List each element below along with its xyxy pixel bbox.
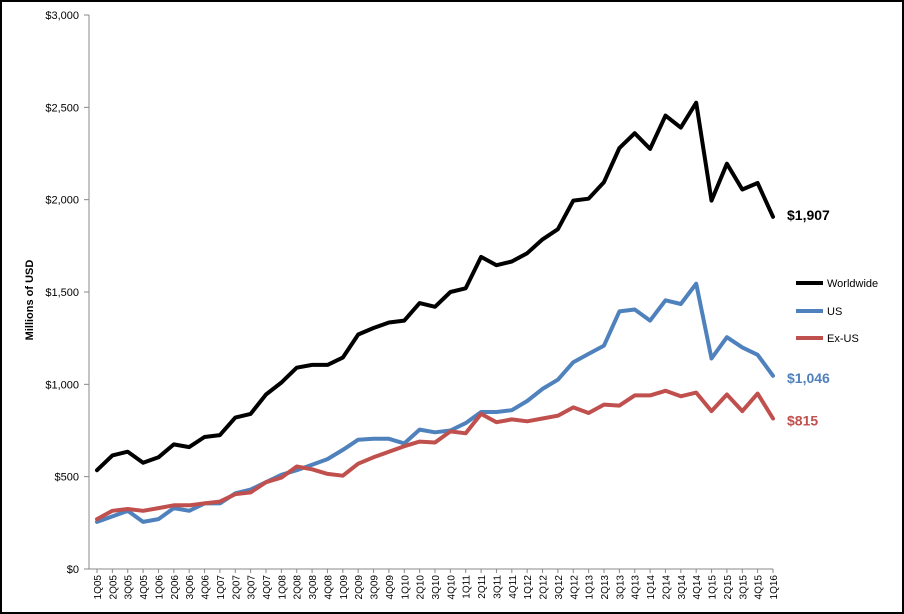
y-tick-label: $1,000 <box>45 379 79 391</box>
x-tick-label: 1Q09 <box>339 575 350 600</box>
series-line-us <box>95 281 775 524</box>
series-line-worldwide <box>95 100 775 473</box>
x-tick-label: 1Q15 <box>708 575 719 600</box>
x-tick-label: 3Q13 <box>615 575 626 600</box>
x-tick-label: 2Q12 <box>539 575 550 600</box>
x-tick-label: 3Q14 <box>677 575 688 600</box>
end-label-ex-us: $815 <box>787 412 818 428</box>
legend: Worldwide US Ex-US <box>796 278 878 345</box>
x-tick-label: 1Q05 <box>93 575 104 600</box>
x-tick-label: 1Q12 <box>523 575 534 600</box>
x-tick-label: 3Q09 <box>370 575 381 600</box>
x-tick-label: 4Q06 <box>201 575 212 600</box>
y-tick-label: $3,000 <box>45 10 79 22</box>
legend-label-us: US <box>827 306 842 318</box>
y-tick-label: $0 <box>67 564 79 576</box>
x-tick-label: 2Q07 <box>231 575 242 600</box>
x-tick-label: 1Q07 <box>216 575 227 600</box>
x-tick-label: 2Q14 <box>661 575 672 600</box>
x-tick-label: 2Q09 <box>354 575 365 600</box>
x-tick-label: 4Q13 <box>631 575 642 600</box>
x-tick-label: 3Q12 <box>554 575 565 600</box>
end-label-worldwide: $1,907 <box>787 207 830 223</box>
end-label-us: $1,046 <box>787 370 830 386</box>
x-tick-label: 3Q08 <box>308 575 319 600</box>
x-tick-label: 4Q12 <box>569 575 580 600</box>
legend-label-worldwide: Worldwide <box>827 278 878 290</box>
x-tick-label: 2Q13 <box>600 575 611 600</box>
x-tick-label: 4Q10 <box>446 575 457 600</box>
y-tick-label: $2,000 <box>45 195 79 207</box>
x-tick-label: 2Q06 <box>170 575 181 600</box>
series-lines <box>95 100 775 524</box>
x-tick-label: 2Q15 <box>723 575 734 600</box>
x-tick-label: 3Q10 <box>431 575 442 600</box>
x-tick-label: 3Q07 <box>247 575 258 600</box>
x-tick-label: 2Q08 <box>293 575 304 600</box>
x-tick-label: 3Q11 <box>492 575 503 599</box>
x-tick-label: 4Q11 <box>508 575 519 599</box>
x-tick-label: 3Q06 <box>185 575 196 600</box>
x-tick-label: 4Q09 <box>385 575 396 600</box>
y-tick-label: $1,500 <box>45 287 79 299</box>
x-tick-label: 1Q10 <box>400 575 411 600</box>
y-tick-label: $500 <box>55 472 79 484</box>
y-tick-label: $2,500 <box>45 102 79 114</box>
x-tick-label: 1Q14 <box>646 575 657 600</box>
x-tick-label: 2Q05 <box>108 575 119 600</box>
x-tick-label: 1Q16 <box>769 575 780 600</box>
x-tick-label: 3Q15 <box>738 575 749 600</box>
x-tick-label: 4Q14 <box>692 575 703 600</box>
x-tick-label: 4Q15 <box>754 575 765 600</box>
x-axis-ticks: 1Q05 2Q05 3Q05 4Q05 1Q06 2Q06 3Q06 4Q06 1Q07 2Q07… <box>93 569 780 599</box>
axes <box>88 15 773 570</box>
x-tick-label: 2Q11 <box>477 575 488 599</box>
x-tick-label: 1Q13 <box>585 575 596 600</box>
x-tick-label: 3Q05 <box>124 575 135 600</box>
x-tick-label: 1Q08 <box>277 575 288 600</box>
x-tick-label: 1Q06 <box>154 575 165 600</box>
x-tick-label: 4Q07 <box>262 575 273 600</box>
x-tick-label: 4Q05 <box>139 575 150 600</box>
end-labels: $1,907 $1,046 $815 <box>787 207 830 429</box>
series-line-ex-us <box>95 388 775 522</box>
x-tick-label: 2Q10 <box>416 575 427 600</box>
x-tick-label: 1Q11 <box>462 575 473 599</box>
y-axis-label: Millions of USD <box>24 260 36 341</box>
y-axis-ticks: $0 $500 $1,000 $1,500 $2,000 $2,500 $3,000 <box>45 10 89 576</box>
x-tick-label: 4Q08 <box>323 575 334 600</box>
legend-label-ex-us: Ex-US <box>827 333 859 345</box>
